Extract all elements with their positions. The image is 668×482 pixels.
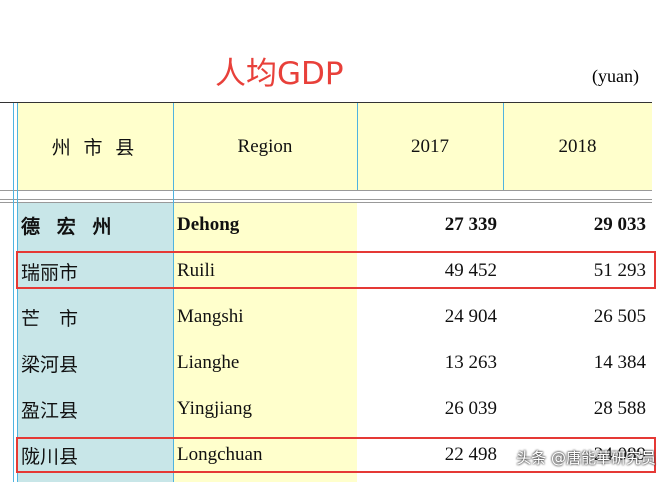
column-rule <box>13 103 14 482</box>
label-cell: Yingjiang <box>177 398 252 419</box>
column-header: 2017 <box>357 103 503 190</box>
value-cell: 51 293 <box>593 260 646 281</box>
header-rule <box>0 202 652 203</box>
label-cell: Dehong <box>177 214 240 235</box>
col1-bg <box>17 203 173 482</box>
label-cell: Longchuan <box>177 444 263 465</box>
column-rule <box>503 103 504 190</box>
label-cell: Mangshi <box>177 306 244 327</box>
top-rule <box>0 102 652 103</box>
value-cell: 28 588 <box>593 398 646 419</box>
label-cell: 梁河县 <box>21 354 79 376</box>
column-rule <box>357 103 358 190</box>
value-cell: 14 384 <box>593 352 646 373</box>
value-cell: 29 033 <box>593 214 646 235</box>
value-cell: 49 452 <box>444 260 497 281</box>
value-cell: 13 263 <box>444 352 497 373</box>
column-rule <box>173 103 174 482</box>
value-cell: 22 498 <box>444 444 497 465</box>
header-rule <box>0 190 652 191</box>
label-cell: Ruili <box>177 260 216 281</box>
highlight-box <box>16 437 656 473</box>
label-cell: 瑞丽市 <box>21 262 79 284</box>
column-rule <box>17 103 18 482</box>
value-cell: 26 505 <box>593 306 646 327</box>
column-header: 2018 <box>503 103 652 190</box>
unit: (yuan) <box>592 66 639 86</box>
label-cell: Lianghe <box>177 352 240 373</box>
title: 人均GDP <box>215 56 344 92</box>
highlight-box <box>16 251 656 289</box>
label-cell: 德 宏 州 <box>21 216 118 238</box>
label-cell: 芒 市 <box>21 308 79 330</box>
column-header: 州 市 县 <box>17 103 173 190</box>
label-cell: 陇川县 <box>21 446 79 468</box>
column-header: Region <box>173 103 357 190</box>
value-cell: 26 039 <box>444 398 497 419</box>
value-cell: 24 089 <box>593 444 646 465</box>
value-cell: 27 339 <box>444 214 497 235</box>
watermark: 头条 @唐能華研究员 <box>516 449 656 467</box>
header-rule <box>0 199 652 200</box>
value-cell: 24 904 <box>444 306 497 327</box>
col2-bg <box>173 203 357 482</box>
label-cell: 盈江县 <box>21 400 79 422</box>
